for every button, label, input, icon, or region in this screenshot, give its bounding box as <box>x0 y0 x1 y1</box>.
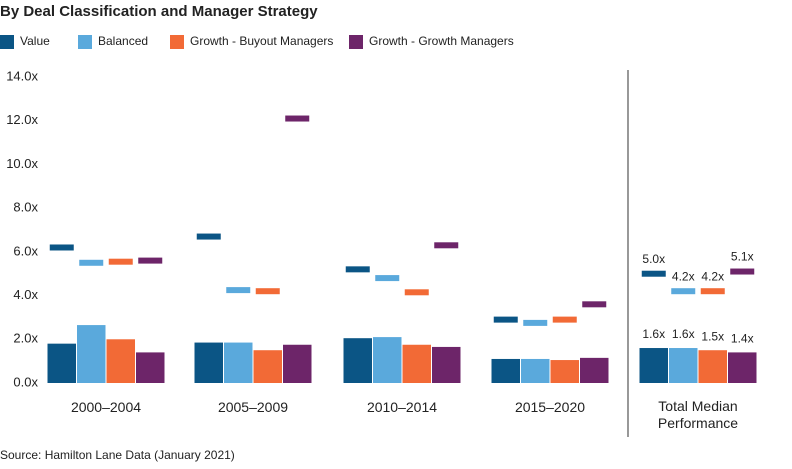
marker-dash <box>730 268 755 275</box>
legend-label: Growth - Growth Managers <box>369 34 514 48</box>
bar <box>77 325 106 383</box>
bar <box>253 350 282 383</box>
marker-dash <box>404 289 429 296</box>
marker-dash <box>700 288 725 295</box>
marker-dash <box>375 275 400 282</box>
legend-label: Value <box>20 34 50 48</box>
legend-label: Growth - Buyout Managers <box>190 34 333 48</box>
marker-label: 4.2x <box>672 269 695 283</box>
marker-dash <box>226 287 251 294</box>
bar <box>194 342 223 383</box>
legend-label: Balanced <box>98 34 148 48</box>
bar <box>698 350 727 383</box>
x-tick-label: 2000–2004 <box>70 399 142 415</box>
value-label: 1.4x <box>731 332 754 346</box>
value-label: 1.6x <box>642 327 665 341</box>
marker-dash <box>138 257 163 264</box>
marker-dash <box>493 316 518 323</box>
bar <box>283 344 312 383</box>
y-tick-label: 10.0x <box>6 156 38 171</box>
bar <box>550 360 579 383</box>
y-tick-label: 2.0x <box>13 331 38 346</box>
y-tick-label: 4.0x <box>13 287 38 302</box>
bar <box>343 338 372 383</box>
marker-dash <box>285 115 310 122</box>
marker-dash <box>552 316 577 323</box>
bar <box>521 358 550 383</box>
y-tick-label: 0.0x <box>13 374 38 389</box>
x-tick-label: 2015–2020 <box>514 399 586 415</box>
value-label: 1.6x <box>672 327 695 341</box>
marker-dash <box>196 233 221 240</box>
marker-dash <box>434 242 459 249</box>
marker-dash <box>49 244 74 251</box>
marker-dash <box>108 258 133 265</box>
bar <box>669 348 698 383</box>
marker-dash <box>523 319 548 326</box>
bar <box>728 352 757 383</box>
value-label: 1.5x <box>701 329 724 343</box>
bar <box>580 357 609 383</box>
marker-label: 5.1x <box>731 250 754 264</box>
bar <box>106 339 135 383</box>
x-tick-label: 2010–2014 <box>366 399 438 415</box>
legend-swatch <box>78 35 92 49</box>
marker-label: 5.0x <box>642 252 665 266</box>
chart-title: By Deal Classification and Manager Strat… <box>0 3 318 20</box>
bar <box>224 342 253 383</box>
y-tick-label: 14.0x <box>6 68 38 83</box>
bar <box>402 344 431 383</box>
y-tick-label: 12.0x <box>6 112 38 127</box>
x-tick-label: 2005–2009 <box>217 399 289 415</box>
bar <box>373 337 402 383</box>
marker-dash <box>79 259 104 266</box>
legend-swatch <box>170 35 184 49</box>
source-note: Source: Hamilton Lane Data (January 2021… <box>0 448 235 462</box>
marker-dash <box>255 288 280 295</box>
bar <box>47 343 76 383</box>
marker-label: 4.2x <box>701 269 724 283</box>
bar <box>432 346 461 383</box>
marker-dash <box>582 301 607 308</box>
bar <box>639 348 668 383</box>
marker-dash <box>345 266 370 273</box>
legend-swatch <box>0 35 14 49</box>
marker-dash <box>671 288 696 295</box>
marker-dash <box>641 270 666 277</box>
y-tick-label: 6.0x <box>13 243 38 258</box>
bar <box>136 352 165 383</box>
legend-swatch <box>349 35 363 49</box>
x-tick-label: Total Median Performance <box>657 398 739 431</box>
bar <box>491 358 520 383</box>
y-tick-label: 8.0x <box>13 200 38 215</box>
